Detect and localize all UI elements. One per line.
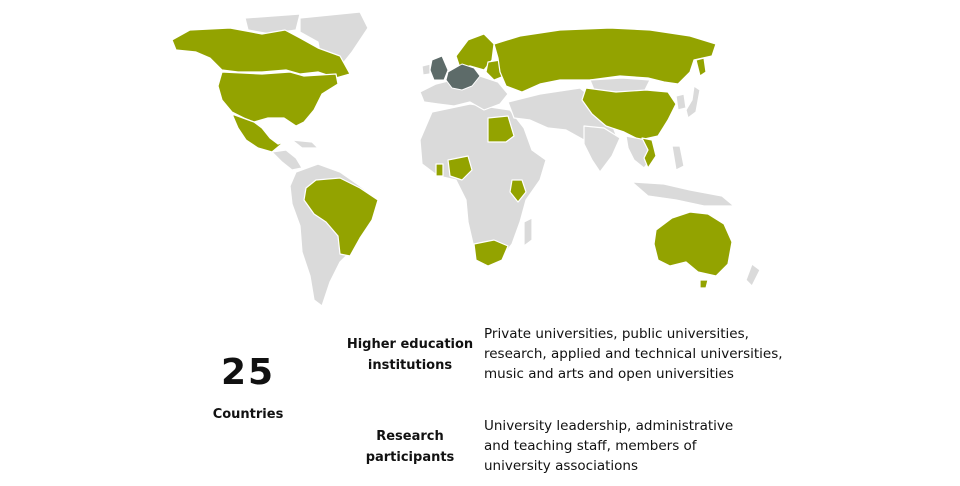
region-russia-east	[695, 57, 707, 77]
region-tasmania	[699, 279, 709, 289]
region-china	[581, 87, 677, 141]
country-count-label: Countries	[212, 407, 284, 422]
region-indonesia	[631, 181, 735, 207]
region-vietnam	[641, 137, 657, 169]
category-title-text: Higher education institutions	[346, 337, 474, 373]
category-description-institutions: Private universities, public universitie…	[484, 326, 783, 382]
region-nigeria	[447, 155, 473, 181]
category-title-text: Research participants	[365, 429, 455, 465]
region-madagascar	[523, 217, 533, 247]
region-korea	[675, 93, 687, 111]
region-russia	[493, 27, 717, 93]
region-japan	[685, 85, 701, 119]
region-kenya	[509, 179, 527, 203]
region-western-europe	[445, 63, 481, 91]
region-india	[583, 125, 621, 173]
region-ghana	[435, 163, 444, 177]
region-arctic-islands	[244, 13, 301, 35]
region-philippines	[671, 145, 685, 171]
region-egypt	[487, 115, 515, 143]
category-title-participants: Research participants	[345, 426, 475, 468]
category-title-institutions: Higher education institutions	[345, 334, 475, 376]
region-central-america	[271, 149, 303, 171]
region-australia	[653, 211, 733, 277]
region-brazil	[303, 177, 379, 257]
region-new-zealand	[745, 263, 761, 287]
category-description-participants: University leadership, administrative an…	[484, 418, 734, 474]
region-ireland	[421, 63, 431, 76]
region-usa	[217, 71, 339, 127]
world-map	[171, 11, 761, 307]
region-caribbean	[291, 139, 319, 149]
country-count: 25	[220, 352, 276, 393]
region-uk	[429, 55, 449, 81]
region-south-africa	[473, 239, 509, 267]
region-mexico	[231, 113, 285, 153]
